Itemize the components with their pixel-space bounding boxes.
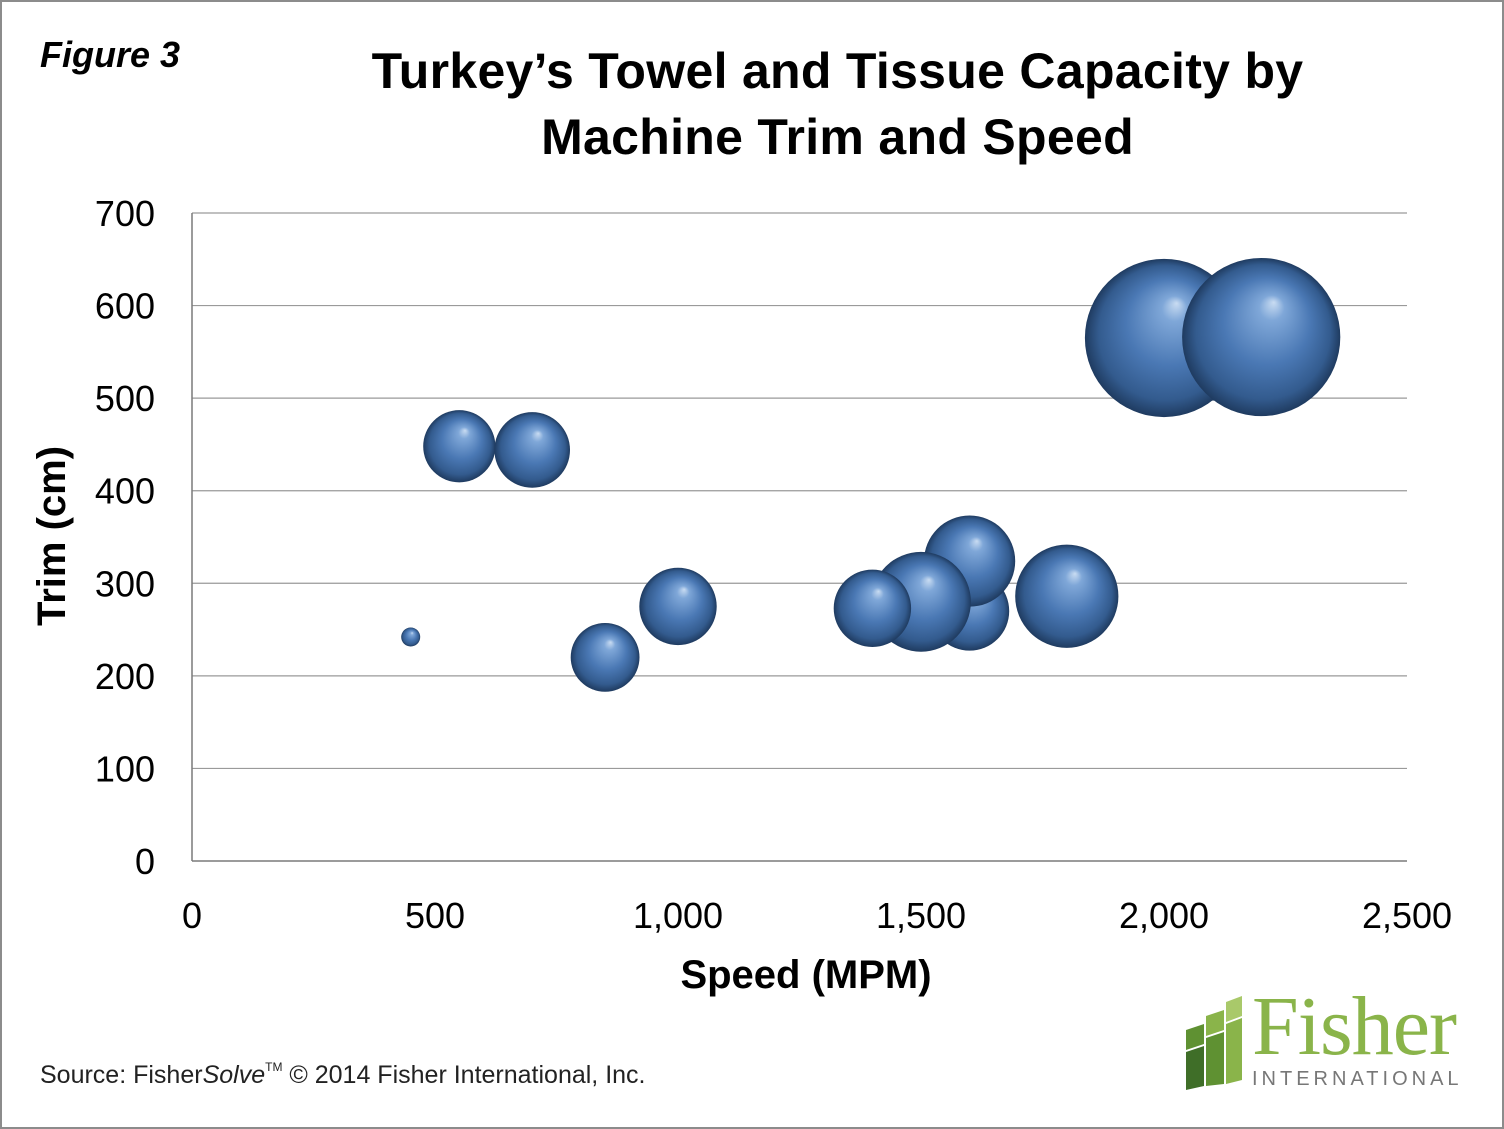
- logo-name: Fisher: [1252, 980, 1457, 1073]
- chart-title-line-1: Turkey’s Towel and Tissue Capacity by: [371, 43, 1304, 99]
- x-tick-label: 1,500: [876, 895, 966, 936]
- chart-title-line-2: Machine Trim and Speed: [541, 109, 1134, 165]
- x-axis-title: Speed (MPM): [680, 953, 931, 997]
- tick-labels: 0 100 200 300 400 500 600 700 0 500 1,000 1,500 2,00…: [95, 193, 1452, 936]
- y-tick-label: 600: [95, 286, 155, 327]
- bubble-point: [423, 410, 496, 483]
- figure-label: Figure 3: [40, 34, 181, 75]
- bubble-point: [401, 627, 421, 647]
- x-tick-label: 500: [405, 895, 465, 936]
- y-tick-label: 500: [95, 378, 155, 419]
- x-tick-label: 2,000: [1119, 895, 1209, 936]
- y-tick-label: 300: [95, 563, 155, 604]
- bubble-point: [570, 622, 640, 692]
- y-tick-label: 200: [95, 656, 155, 697]
- y-axis-title: Trim (cm): [30, 446, 74, 626]
- source-trademark: TM: [265, 1060, 283, 1074]
- x-tick-label: 0: [182, 895, 202, 936]
- bubble-point: [1182, 257, 1341, 417]
- source-product: Solve: [202, 1061, 266, 1089]
- bubble-point: [639, 567, 717, 646]
- y-tick-label: 0: [135, 841, 155, 882]
- source-note: Source: FisherSolveTM © 2014 Fisher Inte…: [40, 1060, 646, 1090]
- bubble-point: [1015, 544, 1119, 648]
- bubble-point: [833, 569, 912, 647]
- logo-mark-icon: [1186, 996, 1242, 1090]
- y-tick-label: 400: [95, 471, 155, 512]
- y-tick-label: 100: [95, 748, 155, 789]
- chart-title: Turkey’s Towel and Tissue Capacity by Ma…: [300, 38, 1375, 170]
- fisher-logo: Fisher INTERNATIONAL: [1182, 982, 1472, 1100]
- source-prefix: Source: Fisher: [40, 1061, 203, 1089]
- source-suffix: © 2014 Fisher International, Inc.: [282, 1061, 646, 1089]
- x-tick-label: 1,000: [633, 895, 723, 936]
- axes: [191, 213, 1407, 862]
- x-tick-label: 2,500: [1362, 895, 1452, 936]
- y-tick-label: 700: [95, 193, 155, 234]
- logo-subtitle: INTERNATIONAL: [1252, 1068, 1463, 1090]
- bubbles: [401, 257, 1341, 692]
- bubble-point: [494, 412, 570, 488]
